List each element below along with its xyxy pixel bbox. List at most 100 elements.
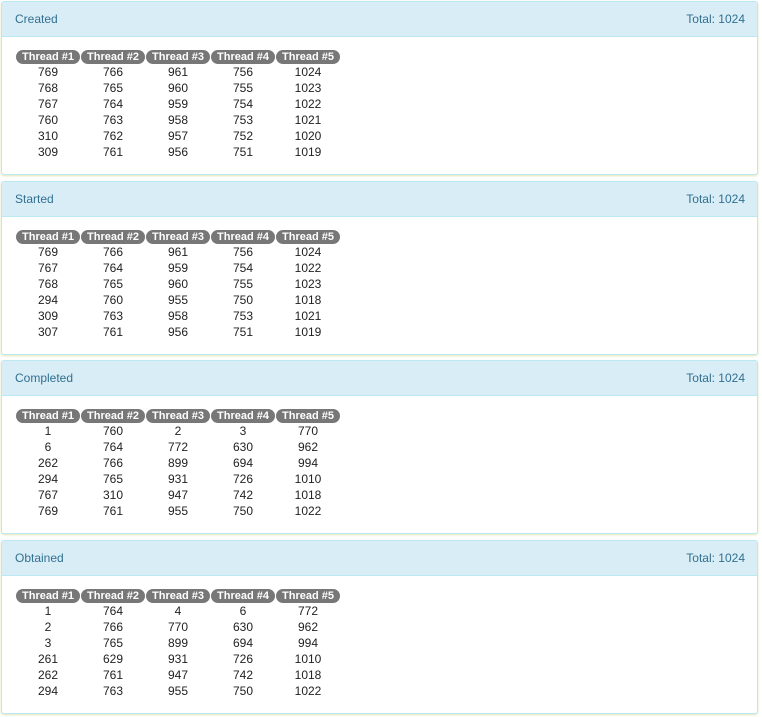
- table-row: 294 765 931 726 1010: [16, 471, 340, 487]
- table-cell: 294: [37, 684, 59, 698]
- table-cell: 1018: [294, 488, 322, 502]
- panel-total: Total: 1024: [686, 551, 745, 565]
- table-row: 768 765 960 755 1023: [16, 80, 340, 96]
- table-cell: 630: [232, 440, 254, 454]
- table-cell: 765: [102, 636, 124, 650]
- panel-created: Created Total: 1024 Thread #1 Thread #2 Thre…: [1, 1, 758, 175]
- table-cell: 3: [44, 636, 52, 650]
- table-cell: 2: [44, 620, 52, 634]
- table-cell: 931: [167, 472, 189, 486]
- table-cell: 770: [297, 424, 319, 438]
- table-cell: 726: [232, 472, 254, 486]
- table-cell: 763: [102, 309, 124, 323]
- table-cell: 761: [102, 145, 124, 159]
- table-cell: 958: [167, 309, 189, 323]
- table-cell: 955: [167, 504, 189, 518]
- table-cell: 3: [239, 424, 247, 438]
- table-row: 261 629 931 726 1010: [16, 651, 340, 667]
- table-cell: 772: [297, 604, 319, 618]
- column-header: Thread #4: [211, 50, 275, 64]
- table-cell: 756: [232, 245, 254, 259]
- table-cell: 994: [297, 636, 319, 650]
- table-cell: 772: [167, 440, 189, 454]
- panel-heading: Started Total: 1024: [2, 182, 757, 217]
- table-cell: 760: [102, 293, 124, 307]
- table-cell: 962: [297, 440, 319, 454]
- table-cell: 763: [102, 113, 124, 127]
- table-cell: 994: [297, 456, 319, 470]
- table-cell: 1010: [294, 472, 322, 486]
- panel-started: Started Total: 1024 Thread #1 Thread #2 Thre…: [1, 181, 758, 355]
- table-cell: 1018: [294, 293, 322, 307]
- table-cell: 294: [37, 293, 59, 307]
- table-cell: 959: [167, 97, 189, 111]
- table-cell: 742: [232, 488, 254, 502]
- table-cell: 764: [102, 440, 124, 454]
- panel-heading: Created Total: 1024: [2, 2, 757, 37]
- table-cell: 767: [37, 488, 59, 502]
- table-cell: 1022: [294, 97, 322, 111]
- table-cell: 1019: [294, 325, 322, 339]
- table-header-row: Thread #1 Thread #2 Thread #3 Thread #4 Thre…: [16, 409, 340, 423]
- table-cell: 694: [232, 456, 254, 470]
- table-cell: 761: [102, 325, 124, 339]
- table-header-row: Thread #1 Thread #2 Thread #3 Thread #4 Thre…: [16, 50, 340, 64]
- column-header: Thread #1: [16, 409, 80, 423]
- table-cell: 770: [167, 620, 189, 634]
- table-cell: 1023: [294, 277, 322, 291]
- table-cell: 766: [102, 620, 124, 634]
- column-header: Thread #1: [16, 589, 80, 603]
- table-cell: 1: [44, 604, 52, 618]
- table-cell: 1022: [294, 684, 322, 698]
- thread-table: Thread #1 Thread #2 Thread #3 Thread #4 Thre…: [15, 409, 341, 519]
- table-cell: 262: [37, 456, 59, 470]
- panel-title: Started: [15, 192, 54, 206]
- table-row: 767 310 947 742 1018: [16, 487, 340, 503]
- table-cell: 899: [167, 456, 189, 470]
- panel-title: Completed: [15, 371, 74, 385]
- table-cell: 947: [167, 488, 189, 502]
- table-cell: 4: [174, 604, 182, 618]
- column-header: Thread #1: [16, 230, 80, 244]
- table-cell: 751: [232, 145, 254, 159]
- column-header: Thread #3: [146, 230, 210, 244]
- table-cell: 765: [102, 277, 124, 291]
- table-row: 760 763 958 753 1021: [16, 112, 340, 128]
- table-cell: 1010: [294, 652, 322, 666]
- table-cell: 309: [37, 309, 59, 323]
- table-header-row: Thread #1 Thread #2 Thread #3 Thread #4 Thre…: [16, 230, 340, 244]
- column-header: Thread #5: [276, 230, 340, 244]
- column-header: Thread #3: [146, 50, 210, 64]
- table-cell: 765: [102, 472, 124, 486]
- table-row: 1 764 4 6 772: [16, 603, 340, 619]
- panel-title: Created: [15, 12, 58, 26]
- column-header: Thread #2: [81, 409, 145, 423]
- panel-completed: Completed Total: 1024 Thread #1 Thread #2 Th…: [1, 360, 758, 534]
- table-cell: 1021: [294, 113, 322, 127]
- table-cell: 753: [232, 309, 254, 323]
- table-row: 6 764 772 630 962: [16, 439, 340, 455]
- thread-table: Thread #1 Thread #2 Thread #3 Thread #4 Thre…: [15, 50, 341, 160]
- table-cell: 769: [37, 245, 59, 259]
- table-cell: 756: [232, 65, 254, 79]
- table-cell: 1024: [294, 245, 322, 259]
- table-row: 307 761 956 751 1019: [16, 324, 340, 340]
- table-cell: 750: [232, 293, 254, 307]
- table-row: 769 766 961 756 1024: [16, 244, 340, 260]
- table-row: 767 764 959 754 1022: [16, 260, 340, 276]
- table-cell: 760: [37, 113, 59, 127]
- table-cell: 1024: [294, 65, 322, 79]
- column-header: Thread #2: [81, 230, 145, 244]
- table-row: 309 761 956 751 1019: [16, 144, 340, 160]
- table-cell: 742: [232, 668, 254, 682]
- table-cell: 961: [167, 245, 189, 259]
- table-cell: 767: [37, 97, 59, 111]
- table-cell: 1020: [294, 129, 322, 143]
- table-cell: 767: [37, 261, 59, 275]
- table-cell: 750: [232, 684, 254, 698]
- table-cell: 760: [102, 424, 124, 438]
- table-cell: 766: [102, 456, 124, 470]
- table-cell: 261: [37, 652, 59, 666]
- table-row: 769 761 955 750 1022: [16, 503, 340, 519]
